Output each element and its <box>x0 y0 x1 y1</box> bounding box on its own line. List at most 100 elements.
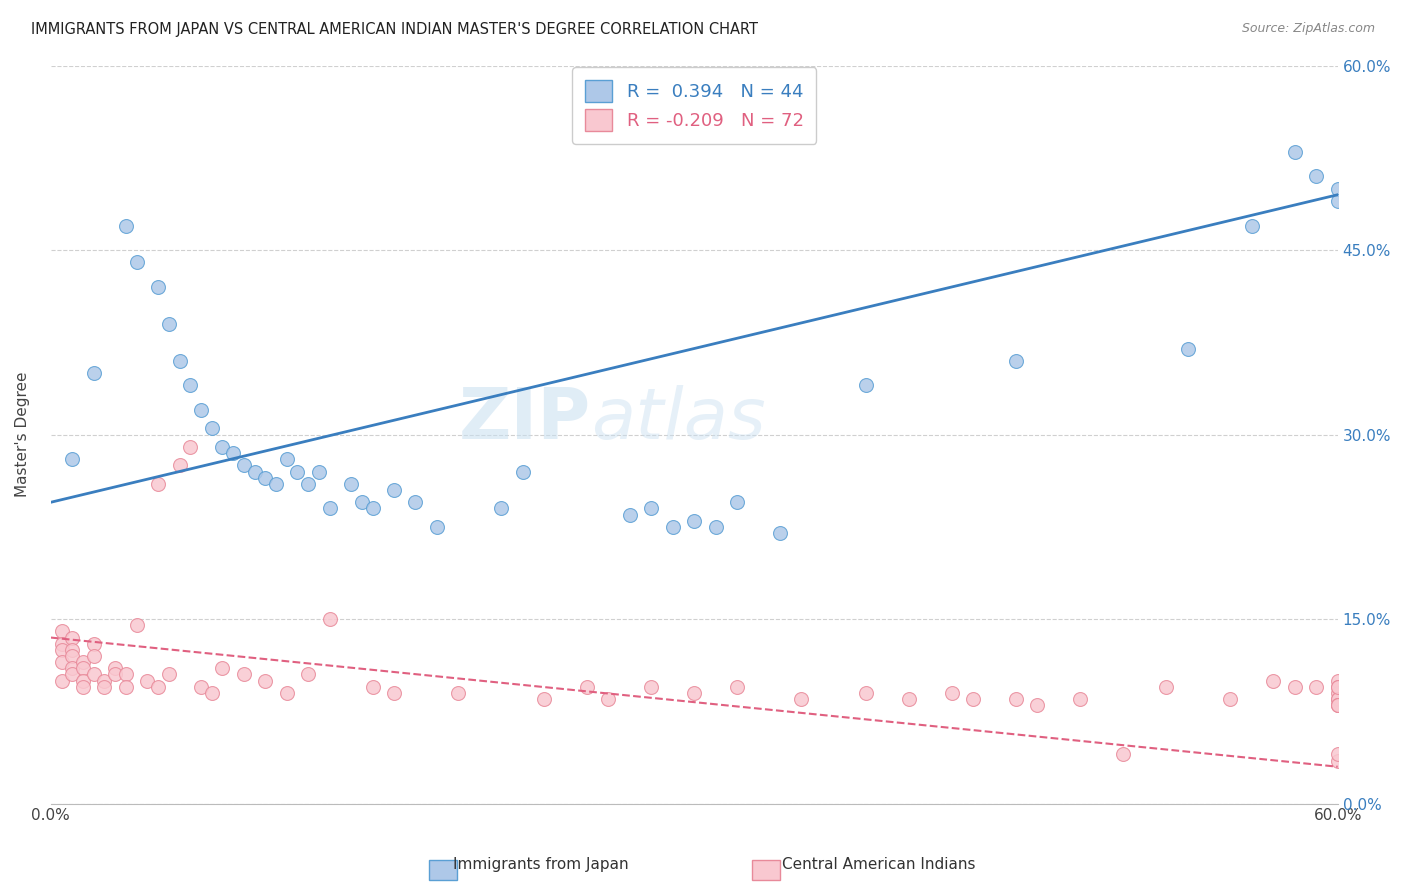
Point <box>575 680 598 694</box>
Point <box>60 661 83 675</box>
Point <box>1326 698 1348 713</box>
Point <box>93 680 115 694</box>
Point <box>1005 353 1028 368</box>
Point <box>1326 680 1348 694</box>
Point <box>115 667 138 681</box>
Point <box>318 501 340 516</box>
Point <box>1219 692 1241 706</box>
Point <box>318 612 340 626</box>
Point <box>146 680 169 694</box>
Point <box>104 667 127 681</box>
Text: IMMIGRANTS FROM JAPAN VS CENTRAL AMERICAN INDIAN MASTER'S DEGREE CORRELATION CHA: IMMIGRANTS FROM JAPAN VS CENTRAL AMERICA… <box>31 22 758 37</box>
Point <box>340 476 363 491</box>
Point <box>1026 698 1049 713</box>
Point <box>1284 145 1306 159</box>
Text: ZIP: ZIP <box>458 385 592 454</box>
Point <box>93 673 115 688</box>
Point <box>962 692 984 706</box>
Point <box>83 667 105 681</box>
Point <box>264 476 287 491</box>
Point <box>512 465 534 479</box>
Point <box>1305 680 1327 694</box>
Point <box>201 421 224 435</box>
Point <box>855 378 877 392</box>
Point <box>1154 680 1177 694</box>
Point <box>51 624 73 639</box>
Point <box>136 673 159 688</box>
Point <box>83 648 105 663</box>
Point <box>190 680 212 694</box>
Point <box>1177 342 1199 356</box>
Point <box>683 686 706 700</box>
Point <box>83 637 105 651</box>
Point <box>72 680 94 694</box>
Text: Central American Indians: Central American Indians <box>782 857 976 872</box>
Point <box>169 458 191 473</box>
Point <box>1112 747 1135 762</box>
Point <box>404 495 426 509</box>
Legend: R =  0.394   N = 44, R = -0.209   N = 72: R = 0.394 N = 44, R = -0.209 N = 72 <box>572 67 815 144</box>
Point <box>598 692 620 706</box>
Point <box>640 680 662 694</box>
Point <box>190 403 212 417</box>
Point <box>146 280 169 294</box>
Point <box>104 661 127 675</box>
Point <box>60 643 83 657</box>
Point <box>72 661 94 675</box>
Point <box>1326 194 1348 208</box>
Point <box>60 667 83 681</box>
Point <box>201 686 224 700</box>
Point <box>382 483 405 497</box>
Point <box>361 501 384 516</box>
Point <box>232 667 254 681</box>
Point <box>897 692 920 706</box>
Point <box>725 495 748 509</box>
Point <box>125 618 148 632</box>
Point <box>60 452 83 467</box>
Bar <box>752 860 780 880</box>
Point <box>1326 673 1348 688</box>
Point <box>1326 692 1348 706</box>
Point <box>308 465 330 479</box>
Point <box>1240 219 1263 233</box>
Point <box>1326 698 1348 713</box>
Point <box>211 661 233 675</box>
Point <box>769 526 792 541</box>
Point <box>725 680 748 694</box>
Point <box>1069 692 1091 706</box>
Point <box>51 655 73 669</box>
Point <box>179 440 201 454</box>
Point <box>254 470 277 484</box>
Point <box>1263 673 1285 688</box>
Point <box>115 219 138 233</box>
Bar <box>429 860 457 880</box>
Point <box>855 686 877 700</box>
Point <box>704 520 727 534</box>
Point <box>619 508 641 522</box>
Point <box>157 667 180 681</box>
Point <box>125 255 148 269</box>
Point <box>297 667 319 681</box>
Point <box>60 631 83 645</box>
Point <box>640 501 662 516</box>
Point <box>51 643 73 657</box>
Point <box>254 673 277 688</box>
Point <box>51 637 73 651</box>
Point <box>662 520 685 534</box>
Point <box>1005 692 1028 706</box>
Point <box>1326 754 1348 768</box>
Point <box>60 648 83 663</box>
Point <box>169 353 191 368</box>
Point <box>447 686 470 700</box>
Point <box>683 514 706 528</box>
Point <box>1326 747 1348 762</box>
Point <box>232 458 254 473</box>
Point <box>276 686 298 700</box>
Point <box>1284 680 1306 694</box>
Point <box>790 692 813 706</box>
Point <box>489 501 512 516</box>
Point <box>276 452 298 467</box>
Y-axis label: Master's Degree: Master's Degree <box>15 372 30 498</box>
Point <box>179 378 201 392</box>
Point <box>72 673 94 688</box>
